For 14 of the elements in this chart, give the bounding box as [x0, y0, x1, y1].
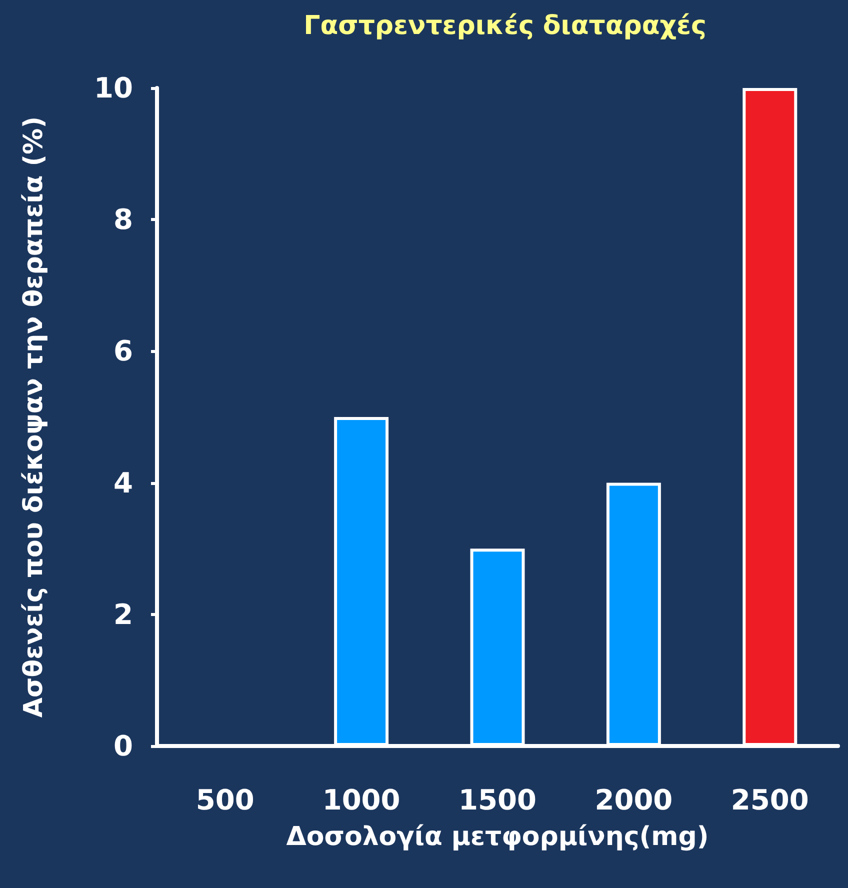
y-axis-title: Ασθενείς που διέκοψαν την θεραπεία (%) [19, 116, 49, 718]
y-tick-label: 10 [94, 72, 133, 104]
x-tick-label: 2500 [730, 784, 809, 816]
y-tick-label: 8 [114, 203, 133, 236]
x-axis-title: Δοσολογία μετφορμίνης(mg) [286, 822, 709, 852]
y-tick-label: 0 [114, 730, 133, 762]
y-tick-label: 4 [114, 466, 133, 500]
y-tick-label: 6 [114, 334, 133, 368]
x-tick-label: 1000 [322, 784, 400, 816]
x-tick-label: 500 [196, 784, 254, 816]
x-tick-label: 2000 [594, 784, 673, 816]
y-tick-label: 2 [114, 598, 133, 631]
chart-title: Γαστρεντερικές διαταραχές [304, 11, 706, 41]
x-tick-label: 1500 [458, 784, 536, 816]
